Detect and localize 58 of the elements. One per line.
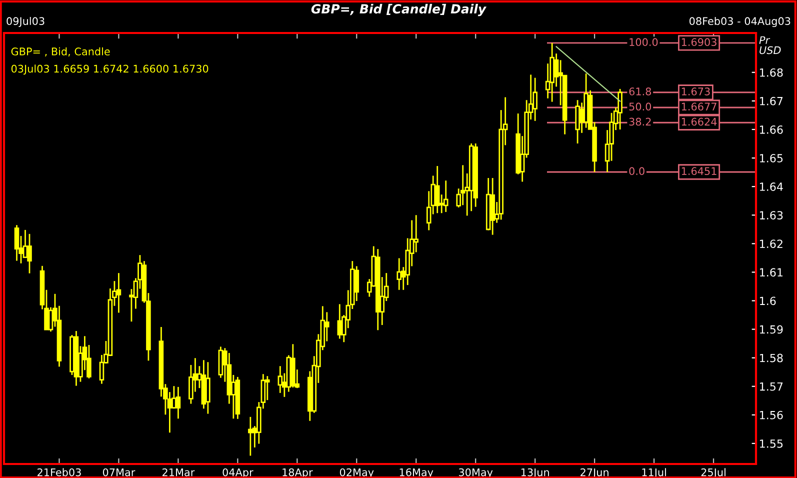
y-tick-label: 1.63 (760, 211, 783, 220)
annotation: GBP= , Bid, Candle (11, 47, 110, 56)
x-tick-label: 07Mar (102, 468, 136, 476)
ref-line-label: 1.6451 (682, 167, 716, 176)
candlestick (618, 88, 622, 130)
x-tick-label: 27Jun (580, 468, 608, 478)
y-tick-label: 1.56 (760, 410, 783, 420)
x-tick-label: 13Jun (521, 468, 549, 478)
y-tick-label: 1.55 (760, 440, 783, 448)
candlestick (337, 303, 342, 340)
candlestick (396, 258, 402, 291)
candlestick (278, 365, 283, 394)
annotation: 38.2 (629, 118, 651, 126)
x-tick-label: 18Apr (282, 468, 313, 478)
annotation: 0.0 (629, 167, 644, 176)
x-tick-label: 16May (400, 468, 434, 478)
y-tick-label: 1.64 (760, 182, 783, 191)
annotation: 61.8 (629, 88, 652, 96)
y-tick-label: 1.6 (760, 296, 776, 306)
x-tick-label: 21Mar (162, 468, 195, 476)
y-axis-title: Pr USD (759, 36, 781, 54)
candlestick (176, 386, 181, 420)
ref-line-label: 1.673 (682, 88, 710, 96)
candlestick (248, 416, 253, 456)
text: 09Jul03 (6, 16, 44, 27)
candlestick (532, 77, 538, 122)
candlestick (354, 266, 360, 302)
annotation: 100.0 (630, 38, 658, 46)
y-tick-label: 1.67 (760, 96, 783, 106)
x-tick-label: 04Apr (222, 468, 254, 478)
y-tick-label: 1.58 (760, 354, 783, 362)
y-tick-label: 1.62 (760, 240, 782, 248)
candlestick (434, 165, 440, 214)
ref-line-label: 1.6677 (682, 102, 716, 111)
ref-line-label: 1.6624 (682, 118, 717, 126)
ref-line-label: 1.6903 (682, 38, 716, 46)
y-tick-label: 1.66 (760, 125, 783, 134)
annotation: 03Jul03 1.6659 1.6742 1.6600 1.6730 (11, 64, 208, 75)
candlestick (99, 354, 104, 384)
candlestick (443, 180, 448, 213)
candlestick (265, 375, 270, 401)
y-tick-label: 1.68 (760, 68, 783, 77)
chart-title: GBP=, Bid [Candle] Daily (311, 4, 487, 16)
candlestick (116, 272, 122, 314)
y-tick-label: 1.57 (760, 382, 783, 391)
text: 08Feb03 - 04Aug03 (690, 16, 790, 28)
candlestick (575, 99, 580, 144)
y-tick-label: 1.61 (760, 268, 782, 277)
x-tick-label: 30May (458, 468, 493, 478)
x-tick-label: 02May (340, 468, 374, 478)
y-tick-label: 1.59 (760, 325, 783, 334)
x-tick-label: 21Feb03 (38, 468, 81, 476)
candlestick (206, 361, 210, 414)
x-tick-label: 11Jul (642, 468, 666, 478)
candlestick (414, 214, 419, 253)
annotation: 50.0 (629, 102, 652, 111)
y-tick-label: 1.65 (760, 154, 783, 162)
x-tick-label: 25Jul (701, 468, 726, 478)
